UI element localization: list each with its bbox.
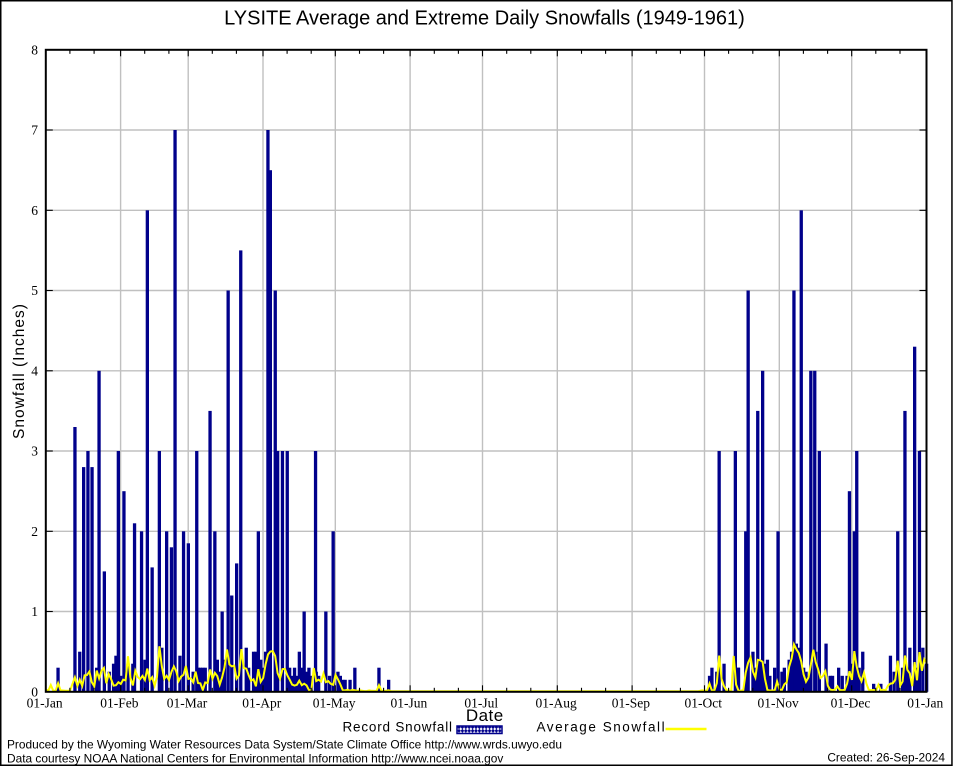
svg-text:01-Aug: 01-Aug bbox=[535, 696, 576, 711]
svg-text:4: 4 bbox=[31, 363, 38, 378]
svg-text:01-Mar: 01-Mar bbox=[167, 696, 208, 711]
svg-text:7: 7 bbox=[31, 123, 38, 138]
svg-text:01-Jan: 01-Jan bbox=[907, 696, 943, 711]
svg-text:Created: 26-Sep-2024: Created: 26-Sep-2024 bbox=[827, 751, 945, 765]
svg-text:6: 6 bbox=[31, 203, 38, 218]
svg-text:01-Apr: 01-Apr bbox=[242, 696, 281, 711]
svg-text:8: 8 bbox=[31, 42, 38, 57]
svg-text:01-May: 01-May bbox=[313, 696, 356, 711]
svg-text:01-Oct: 01-Oct bbox=[685, 696, 723, 711]
svg-text:2: 2 bbox=[31, 524, 38, 539]
svg-text:Produced by the Wyoming Water: Produced by the Wyoming Water Resources … bbox=[7, 738, 562, 752]
svg-text:3: 3 bbox=[31, 444, 38, 459]
svg-text:Date: Date bbox=[466, 706, 504, 725]
svg-text:01-Jul: 01-Jul bbox=[464, 696, 498, 711]
svg-text:LYSITE Average and Extreme Dai: LYSITE Average and Extreme Daily Snowfal… bbox=[224, 8, 745, 30]
svg-text:Average Snowfall: Average Snowfall bbox=[537, 720, 667, 735]
svg-text:01-Sep: 01-Sep bbox=[612, 696, 650, 711]
svg-text:01-Jun: 01-Jun bbox=[391, 696, 428, 711]
svg-text:0: 0 bbox=[31, 684, 38, 699]
svg-text:01-Dec: 01-Dec bbox=[831, 696, 871, 711]
svg-text:1: 1 bbox=[31, 604, 38, 619]
svg-text:01-Nov: 01-Nov bbox=[757, 696, 798, 711]
svg-text:5: 5 bbox=[31, 283, 38, 298]
svg-text:01-Feb: 01-Feb bbox=[100, 696, 138, 711]
svg-text:Record Snowfall: Record Snowfall bbox=[343, 720, 453, 735]
svg-text:01-Jan: 01-Jan bbox=[27, 696, 63, 711]
svg-text:Data courtesy NOAA National Ce: Data courtesy NOAA National Centers for … bbox=[7, 752, 503, 766]
svg-text:Snowfall (Inches): Snowfall (Inches) bbox=[11, 303, 28, 439]
